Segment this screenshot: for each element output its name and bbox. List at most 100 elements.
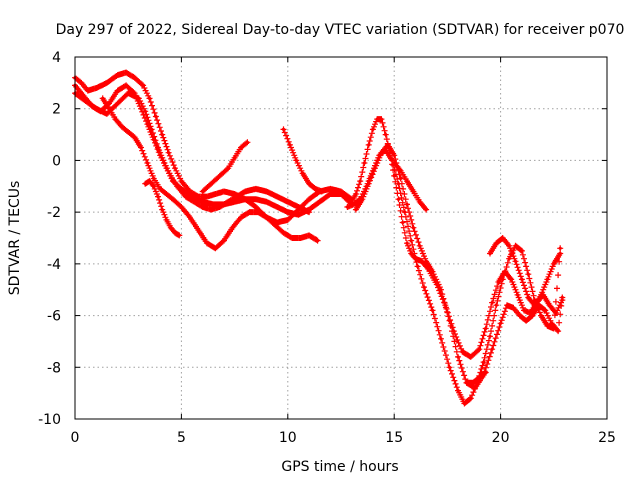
data-point: [230, 226, 235, 230]
data-point: [375, 117, 379, 121]
x-tick-label: 0: [71, 430, 80, 446]
data-point: [316, 239, 320, 243]
y-tick-label: -2: [47, 205, 61, 221]
data-point: [328, 187, 332, 191]
data-point: [494, 241, 498, 245]
data-point: [403, 210, 407, 214]
data-point: [558, 246, 562, 250]
data-point: [520, 249, 524, 253]
data-point: [399, 169, 403, 173]
data-point: [552, 326, 556, 331]
data-point: [539, 314, 543, 318]
series-markers: [352, 141, 566, 391]
data-point: [201, 200, 205, 204]
x-tick-label: 5: [177, 430, 186, 446]
data-point: [137, 96, 141, 100]
data-point: [418, 200, 422, 204]
data-point: [505, 303, 509, 307]
data-point: [424, 208, 428, 212]
data-point: [447, 319, 452, 323]
data-point: [484, 370, 488, 375]
y-tick-label: -10: [38, 412, 61, 428]
data-point: [107, 107, 111, 111]
data-point: [254, 197, 258, 201]
x-tick-label: 20: [492, 430, 510, 446]
data-point: [124, 70, 128, 75]
data-point: [405, 202, 409, 206]
data-point: [533, 303, 537, 307]
data-point: [518, 314, 522, 318]
x-tick-label: 15: [385, 430, 403, 446]
data-point: [235, 195, 239, 199]
data-point: [222, 239, 226, 243]
data-point: [379, 117, 383, 121]
data-point: [243, 189, 247, 194]
data-point: [405, 179, 409, 183]
data-point: [147, 96, 152, 100]
data-point: [424, 259, 428, 263]
data-point: [169, 226, 173, 230]
data-point: [367, 143, 371, 147]
data-point: [133, 135, 137, 139]
data-point: [177, 233, 181, 237]
data-point: [545, 324, 550, 328]
data-point: [420, 259, 424, 263]
data-point: [288, 143, 292, 147]
data-point: [209, 208, 213, 212]
data-point: [422, 285, 426, 289]
y-tick-label: 0: [52, 153, 61, 169]
data-point: [173, 166, 177, 170]
data-point: [522, 308, 526, 312]
data-point: [439, 288, 443, 292]
data-point: [145, 161, 149, 165]
axis-ticks: 0 5 10 15 20 25 -10 -8 -6 -4 -2 0 2 4: [38, 50, 616, 446]
data-point: [147, 179, 152, 183]
data-point: [139, 145, 143, 150]
data-point: [222, 189, 226, 194]
y-axis-label: SDTVAR / TECUs: [7, 181, 23, 296]
x-tick-label: 10: [279, 430, 297, 446]
data-point: [126, 130, 130, 134]
data-point: [416, 264, 420, 268]
data-point: [201, 189, 205, 194]
data-point: [126, 91, 130, 95]
data-point: [218, 174, 222, 178]
series-track-10: [344, 147, 564, 407]
data-point: [507, 244, 511, 248]
data-point: [205, 195, 209, 199]
data-point: [354, 208, 358, 212]
y-tick-label: 2: [52, 102, 61, 118]
y-tick-label: 4: [52, 50, 61, 66]
data-point: [411, 189, 415, 194]
data-point: [162, 161, 166, 165]
data-point: [171, 197, 175, 201]
data-point: [496, 280, 501, 284]
data-point: [499, 321, 503, 325]
data-point: [384, 148, 388, 152]
data-point: [245, 140, 249, 144]
data-point: [386, 143, 390, 147]
data-point: [456, 389, 460, 393]
data-point: [120, 125, 124, 129]
data-point: [196, 228, 200, 232]
data-point: [286, 200, 290, 204]
data-point: [141, 83, 145, 87]
data-point: [539, 293, 543, 297]
data-point: [296, 213, 300, 217]
data-point: [164, 218, 169, 222]
x-tick-label: 25: [598, 430, 616, 446]
data-point: [409, 239, 413, 243]
data-point: [213, 192, 217, 196]
data-point: [494, 303, 498, 307]
data-point: [254, 205, 258, 209]
data-point: [456, 355, 460, 359]
data-point: [401, 220, 405, 225]
data-point: [460, 350, 464, 354]
data-point: [239, 145, 243, 150]
data-point: [371, 169, 375, 173]
data-point: [345, 205, 349, 209]
y-tick-label: -6: [47, 309, 61, 325]
data-point: [201, 205, 205, 209]
data-point: [511, 306, 515, 310]
